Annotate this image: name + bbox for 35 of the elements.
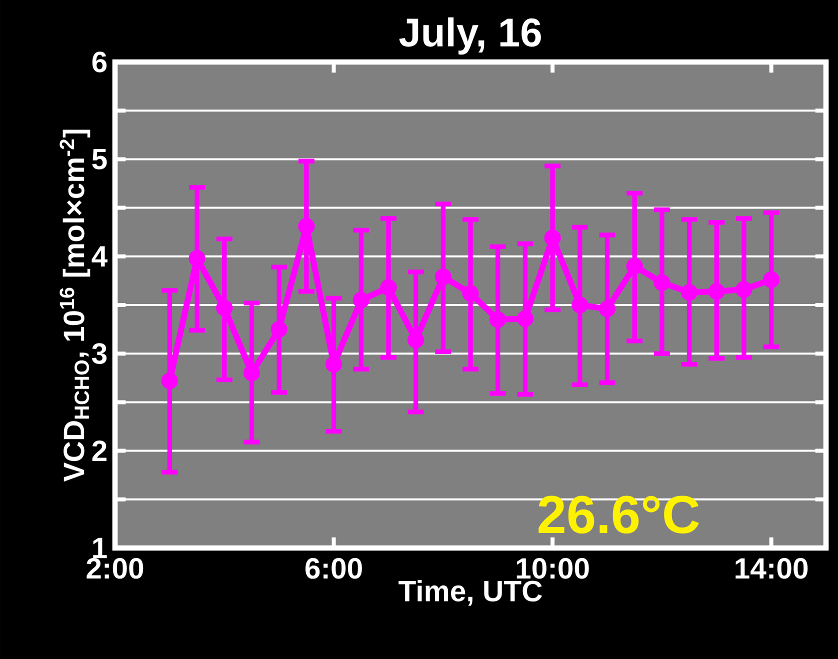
point — [434, 268, 452, 286]
point — [544, 230, 561, 246]
point — [736, 281, 752, 298]
y-tick-label: 3 — [92, 343, 107, 364]
point — [762, 271, 780, 288]
point — [626, 258, 643, 274]
point — [298, 218, 315, 235]
point — [188, 250, 206, 267]
point — [270, 320, 288, 338]
point — [490, 311, 506, 328]
x-axis-title: Time, UTC — [398, 580, 542, 606]
x-tick-label: 10:00 — [516, 558, 589, 579]
point — [462, 284, 479, 302]
point — [654, 274, 670, 291]
point — [380, 279, 397, 296]
annotation: 26.6°C — [538, 496, 699, 534]
point — [161, 372, 178, 390]
point — [516, 310, 534, 327]
point — [680, 284, 698, 301]
point — [325, 356, 342, 373]
point — [216, 300, 233, 316]
y-tick-label: 2 — [92, 440, 106, 462]
x-tick-label: 6:00 — [305, 558, 362, 579]
point — [572, 296, 588, 314]
y-tick-label: 5 — [92, 148, 107, 170]
x-tick-label: 2:00 — [86, 558, 144, 579]
y-tick-label: 6 — [92, 52, 107, 72]
y-tick-label: 4 — [92, 246, 108, 266]
y-axis-title: VCD$_{HCHO}$, 10$^{16}$ [mol×cm$^{-2}$] — [60, 130, 90, 482]
chart-title: July, 16 — [399, 17, 541, 55]
x-tick-label: 14:00 — [736, 558, 808, 579]
point — [708, 283, 725, 300]
y-tick-label: 1 — [93, 538, 107, 558]
point — [352, 292, 370, 308]
point — [598, 300, 616, 318]
